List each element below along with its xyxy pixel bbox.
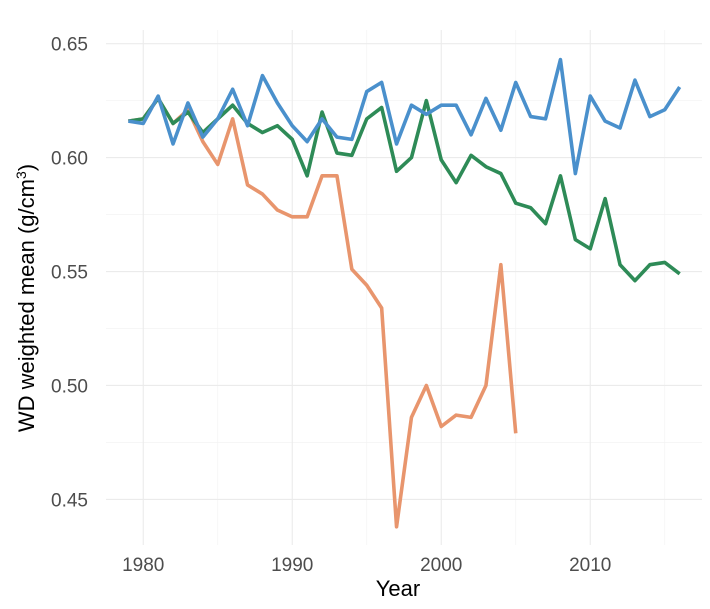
y-tick-label: 0.65 — [51, 35, 88, 56]
y-axis-title-main: WD weighted mean (g/cm — [14, 179, 39, 432]
y-axis-title-superscript: 3 — [13, 171, 29, 179]
x-tick-label: 2000 — [420, 555, 462, 576]
y-axis-title-close: ) — [14, 164, 39, 171]
y-tick-label: 0.60 — [51, 149, 88, 170]
x-axis-title: Year — [376, 576, 420, 601]
series-layer — [128, 57, 682, 529]
series-line-3 — [128, 57, 682, 176]
x-tick-labels: 1980 1990 2000 2010 — [122, 555, 611, 576]
grid-layer — [106, 30, 702, 545]
y-tick-label: 0.55 — [51, 263, 88, 284]
x-tick-label: 1990 — [271, 555, 313, 576]
y-tick-label: 0.45 — [51, 490, 88, 511]
x-tick-label: 2010 — [569, 555, 611, 576]
x-tick-label: 1980 — [122, 555, 164, 576]
y-tick-labels: 0.45 0.50 0.55 0.60 0.65 — [51, 35, 88, 512]
series-line-1 — [128, 96, 518, 529]
y-axis-title: WD weighted mean (g/cm3) — [13, 164, 39, 432]
y-tick-label: 0.50 — [51, 376, 88, 397]
